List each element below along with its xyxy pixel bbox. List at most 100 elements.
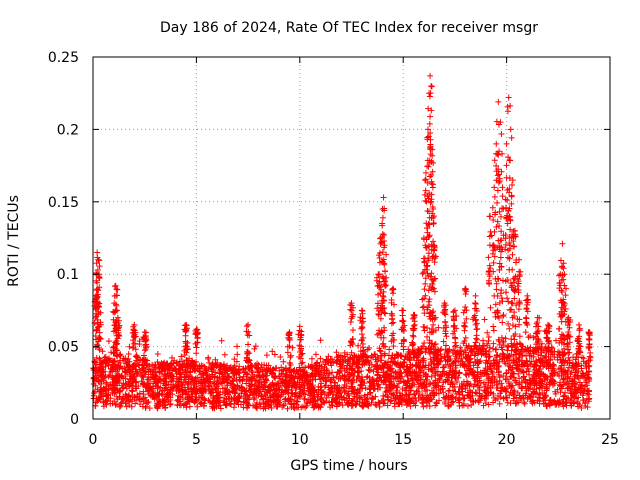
data-point bbox=[526, 394, 533, 401]
data-point bbox=[502, 196, 509, 203]
data-point bbox=[176, 386, 183, 393]
data-point bbox=[568, 383, 575, 390]
data-point bbox=[426, 173, 433, 180]
data-point bbox=[212, 369, 219, 376]
data-point bbox=[472, 377, 479, 384]
data-point bbox=[318, 380, 325, 387]
data-point bbox=[507, 226, 514, 233]
data-point bbox=[504, 343, 511, 350]
data-point bbox=[549, 367, 556, 374]
data-point bbox=[502, 376, 509, 383]
data-point bbox=[578, 404, 585, 411]
data-point bbox=[243, 376, 250, 383]
data-point bbox=[490, 340, 497, 347]
data-point bbox=[509, 266, 516, 273]
data-point bbox=[508, 306, 515, 313]
data-point bbox=[286, 335, 293, 342]
data-point bbox=[565, 373, 572, 380]
data-point bbox=[317, 376, 324, 383]
data-point bbox=[487, 304, 494, 311]
data-point bbox=[523, 305, 530, 312]
data-point bbox=[547, 372, 554, 379]
data-point bbox=[428, 83, 435, 90]
data-point bbox=[177, 393, 184, 400]
x-tick-label: 15 bbox=[394, 432, 412, 448]
data-point bbox=[509, 251, 516, 258]
data-point bbox=[288, 390, 295, 397]
data-point bbox=[173, 370, 180, 377]
data-point bbox=[497, 213, 504, 220]
data-point bbox=[353, 401, 360, 408]
data-point bbox=[560, 396, 567, 403]
data-point bbox=[472, 292, 479, 299]
data-point bbox=[407, 384, 414, 391]
data-point bbox=[415, 394, 422, 401]
data-point bbox=[251, 394, 258, 401]
data-point bbox=[462, 371, 469, 378]
data-point bbox=[128, 387, 135, 394]
data-point bbox=[366, 367, 373, 374]
data-point bbox=[496, 374, 503, 381]
data-point bbox=[574, 398, 581, 405]
data-point bbox=[427, 113, 434, 120]
data-point bbox=[453, 378, 460, 385]
data-point bbox=[140, 374, 147, 381]
data-point bbox=[379, 292, 386, 299]
data-point bbox=[427, 90, 434, 97]
data-point bbox=[285, 397, 292, 404]
data-point bbox=[518, 379, 525, 386]
data-point bbox=[499, 319, 506, 326]
data-point bbox=[486, 353, 493, 360]
data-point bbox=[215, 391, 222, 398]
data-point bbox=[348, 307, 355, 314]
data-point bbox=[227, 401, 234, 408]
data-point bbox=[542, 373, 549, 380]
data-point bbox=[169, 354, 176, 361]
data-point bbox=[200, 371, 207, 378]
data-point bbox=[361, 380, 368, 387]
data-point bbox=[94, 249, 101, 256]
data-point bbox=[366, 344, 373, 351]
data-point bbox=[299, 350, 306, 357]
data-point bbox=[380, 393, 387, 400]
data-point bbox=[118, 399, 125, 406]
data-point bbox=[272, 399, 279, 406]
data-point bbox=[125, 351, 132, 358]
data-point bbox=[372, 393, 379, 400]
data-point bbox=[299, 359, 306, 366]
data-point bbox=[269, 392, 276, 399]
data-point bbox=[534, 314, 541, 321]
data-point bbox=[524, 292, 531, 299]
data-point bbox=[420, 303, 427, 310]
data-point bbox=[132, 400, 139, 407]
data-point bbox=[547, 356, 554, 363]
data-point bbox=[448, 374, 455, 381]
data-point bbox=[355, 365, 362, 372]
x-tick-labels: 0 5 10 15 20 25 bbox=[89, 432, 619, 448]
data-point bbox=[400, 307, 407, 314]
data-point bbox=[280, 358, 287, 365]
data-point bbox=[399, 312, 406, 319]
data-point bbox=[344, 362, 351, 369]
data-point bbox=[217, 405, 224, 412]
data-point bbox=[186, 403, 193, 410]
data-point bbox=[240, 373, 247, 380]
data-point bbox=[287, 352, 294, 359]
data-point bbox=[199, 376, 206, 383]
data-point bbox=[557, 365, 564, 372]
data-point bbox=[558, 372, 565, 379]
data-point bbox=[345, 390, 352, 397]
data-point bbox=[116, 403, 123, 410]
data-point bbox=[296, 323, 303, 330]
data-point bbox=[182, 332, 189, 339]
data-point bbox=[473, 373, 480, 380]
data-point bbox=[518, 385, 525, 392]
data-point bbox=[111, 398, 118, 405]
data-point bbox=[161, 371, 168, 378]
data-point bbox=[221, 351, 228, 358]
y-tick-labels: 00.050.10.150.20.25 bbox=[48, 50, 79, 428]
data-point bbox=[382, 267, 389, 274]
data-point bbox=[250, 396, 257, 403]
data-point bbox=[380, 194, 387, 201]
data-point bbox=[565, 384, 572, 391]
